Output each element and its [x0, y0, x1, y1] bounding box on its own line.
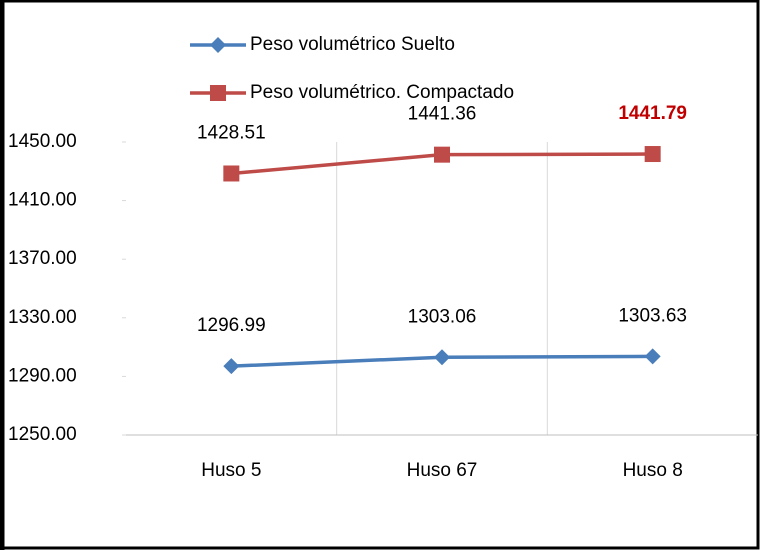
- data-label: 1428.51: [197, 122, 266, 143]
- y-tick-label: 1410.00: [8, 190, 77, 211]
- x-tick-label: Huso 8: [623, 460, 683, 481]
- legend-label: Peso volumétrico Suelto: [250, 34, 455, 55]
- data-point: [434, 146, 450, 163]
- legend-marker: [210, 37, 226, 53]
- data-label: 1296.99: [197, 315, 266, 336]
- data-point: [644, 146, 661, 163]
- y-tick-label: 1450.00: [8, 131, 77, 152]
- data-point: [223, 165, 240, 182]
- legend-label: Peso volumétrico. Compactado: [250, 82, 514, 103]
- data-point: [434, 349, 450, 366]
- data-label: 1441.79: [618, 103, 687, 124]
- x-tick-label: Huso 67: [407, 460, 478, 481]
- y-tick-label: 1370.00: [8, 248, 77, 269]
- data-label: 1303.06: [408, 306, 477, 327]
- y-tick-label: 1330.00: [8, 307, 77, 328]
- y-tick-label: 1250.00: [8, 424, 77, 445]
- y-tick-label: 1290.00: [8, 365, 77, 386]
- data-point: [644, 348, 661, 365]
- legend-marker: [210, 85, 226, 101]
- data-label: 1441.36: [408, 104, 477, 125]
- x-tick-label: Huso 5: [201, 460, 261, 481]
- data-label: 1303.63: [618, 305, 687, 326]
- data-point: [223, 358, 240, 375]
